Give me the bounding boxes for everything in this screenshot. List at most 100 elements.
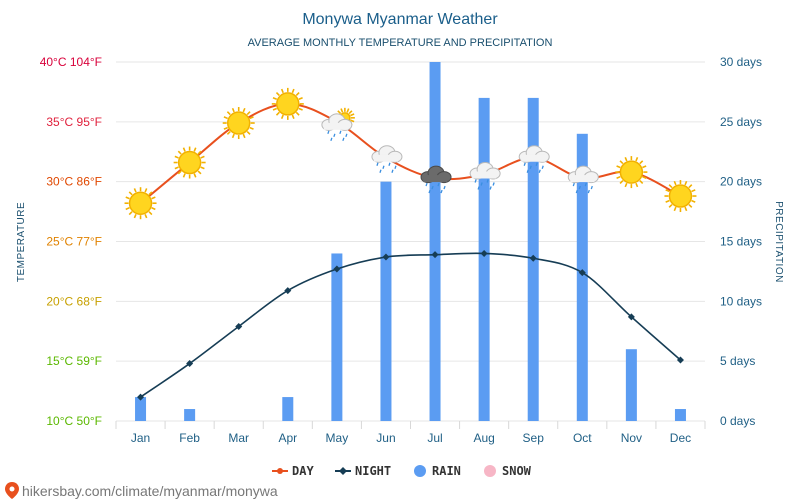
sun-ray bbox=[182, 147, 186, 152]
sun-ray bbox=[272, 107, 278, 111]
sun-disc bbox=[276, 92, 300, 116]
legend-night-marker bbox=[339, 467, 347, 475]
sun-disc bbox=[668, 184, 693, 208]
sun-ray bbox=[624, 157, 628, 162]
cloud-base bbox=[521, 154, 546, 162]
rain-drop bbox=[474, 179, 477, 183]
sun-ray bbox=[275, 92, 280, 96]
sun-ray bbox=[298, 107, 303, 111]
sun-ray bbox=[642, 165, 647, 169]
sun-ray bbox=[295, 111, 300, 116]
legend-item-day: DAY bbox=[272, 464, 314, 478]
x-tick-label: Oct bbox=[573, 431, 592, 445]
sun-ray bbox=[174, 166, 179, 170]
night-point-jul bbox=[431, 251, 439, 259]
rain-drop bbox=[342, 137, 345, 142]
rain-bar-aug bbox=[478, 97, 490, 422]
sun-ray bbox=[291, 114, 295, 119]
sun-ray bbox=[125, 207, 130, 211]
rain-drop bbox=[394, 165, 397, 169]
x-tick-label: Feb bbox=[179, 431, 200, 445]
sun-icon-jan bbox=[124, 187, 157, 220]
chart-subtitle: AVERAGE MONTHLY TEMPERATURE AND PRECIPIT… bbox=[248, 37, 553, 49]
x-tick-label: Dec bbox=[670, 431, 691, 445]
rain-bar-jul bbox=[429, 62, 441, 421]
sun-ray bbox=[148, 211, 153, 216]
sun-ray bbox=[340, 108, 344, 113]
rain-drops bbox=[425, 182, 446, 194]
sun-ray bbox=[231, 133, 235, 139]
rain-drop bbox=[428, 189, 431, 194]
x-tick-label: Jul bbox=[427, 431, 442, 445]
rain-drop bbox=[379, 169, 382, 173]
x-tick-label: Nov bbox=[621, 431, 642, 445]
sun-ray bbox=[182, 173, 186, 178]
x-tick-label: May bbox=[326, 431, 349, 445]
sun-icon-dec bbox=[664, 180, 697, 213]
left-tick-label: 15°C 59°F bbox=[46, 354, 102, 368]
rain-bar-jun bbox=[380, 181, 392, 421]
sun-ray bbox=[665, 199, 670, 203]
sun-disc bbox=[226, 111, 251, 135]
sun-ray bbox=[144, 213, 148, 219]
sun-ray bbox=[673, 206, 677, 212]
rain-bar-nov bbox=[625, 349, 637, 421]
cloud bbox=[321, 113, 353, 131]
sun-ray bbox=[226, 111, 231, 116]
sun-ray bbox=[668, 184, 673, 189]
rain-drop bbox=[526, 169, 529, 173]
source-url[interactable]: hikersbay.com/climate/myanmar/monywa bbox=[22, 483, 278, 499]
sun-ray bbox=[642, 175, 647, 179]
sun-ray bbox=[635, 182, 639, 188]
sun-disc bbox=[128, 191, 153, 215]
sun-ray bbox=[348, 110, 353, 115]
rain-drop bbox=[443, 185, 446, 190]
sun-ray bbox=[635, 157, 639, 162]
rain-drop bbox=[382, 165, 385, 169]
night-point-apr bbox=[284, 287, 292, 295]
legend-item-night: NIGHT bbox=[335, 464, 391, 478]
left-tick-label: 40°C 104°F bbox=[40, 55, 102, 69]
x-tick-label: Sep bbox=[523, 431, 545, 445]
cloud-base bbox=[323, 122, 348, 130]
rain-bar-apr bbox=[282, 397, 294, 421]
sun-ray bbox=[177, 150, 182, 155]
night-point-aug bbox=[480, 249, 488, 257]
right-tick-label: 20 days bbox=[720, 175, 762, 189]
left-tick-label: 35°C 95°F bbox=[46, 115, 102, 129]
sun-ray bbox=[665, 189, 670, 193]
rain-drop bbox=[489, 186, 492, 190]
sun-ray bbox=[200, 166, 205, 170]
sun-ray bbox=[231, 107, 235, 113]
weather-icons bbox=[124, 87, 697, 220]
rain-drops bbox=[376, 162, 397, 173]
night-point-may bbox=[333, 265, 341, 273]
rain-drop bbox=[590, 185, 593, 190]
rain-drop bbox=[388, 162, 391, 166]
rain-drop bbox=[391, 169, 394, 173]
rain-drop bbox=[327, 130, 330, 135]
sun-ray bbox=[691, 189, 696, 193]
grid-layer bbox=[115, 61, 706, 429]
rain-drop bbox=[578, 185, 581, 190]
sun-ray bbox=[337, 110, 342, 115]
legend-item-snow: SNOW bbox=[484, 464, 532, 478]
source-link[interactable]: hikersbay.com/climate/myanmar/monywa bbox=[5, 482, 278, 499]
rain-drop bbox=[333, 133, 336, 138]
rain-drops bbox=[327, 130, 348, 142]
x-tick-label: Apr bbox=[278, 431, 297, 445]
sun-cloud-rain-icon-may bbox=[321, 107, 355, 142]
right-tick-label: 15 days bbox=[720, 235, 762, 249]
sun-ray bbox=[125, 196, 130, 200]
sun-ray bbox=[616, 175, 621, 179]
axes: 10°C 50°F 15°C 59°F 20°C 68°F 25°C 77°F 30°C… bbox=[16, 55, 784, 445]
sun-ray bbox=[193, 173, 197, 178]
legend-label-day: DAY bbox=[292, 464, 314, 478]
rain-drop bbox=[345, 133, 348, 138]
night-temperature-line bbox=[140, 252, 681, 398]
sun-ray bbox=[298, 97, 303, 101]
left-tick-label: 30°C 86°F bbox=[46, 175, 102, 189]
sun-ray bbox=[272, 97, 278, 101]
legend-label-rain: RAIN bbox=[432, 464, 461, 478]
location-pin-dot bbox=[9, 486, 15, 492]
